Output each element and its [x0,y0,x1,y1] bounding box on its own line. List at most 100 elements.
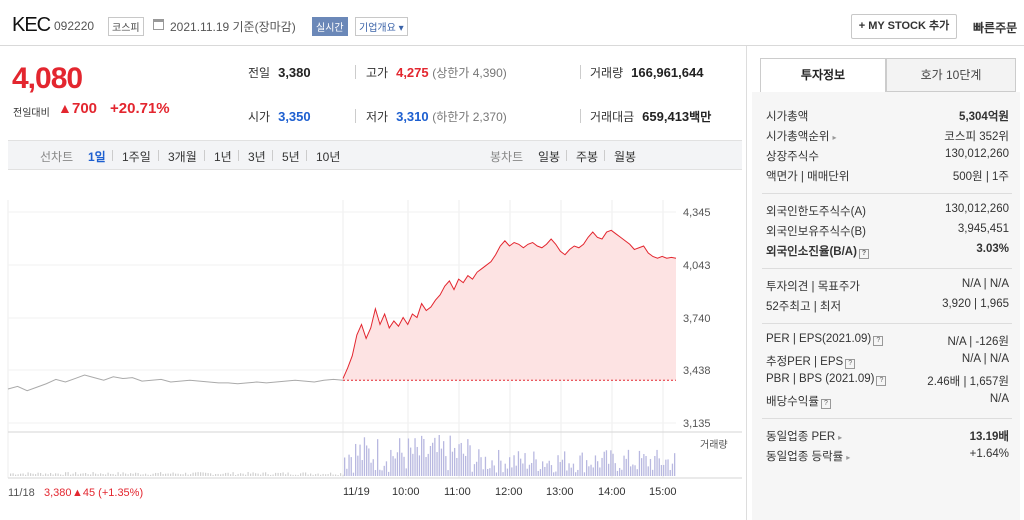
volume-bar [212,474,214,476]
volume-bar [265,472,267,476]
stat-low-label: 저가 [366,110,389,124]
volume-bar [87,474,89,476]
help-icon[interactable]: ? [858,249,869,259]
volume-bar [553,472,555,476]
volume-bar [544,466,546,476]
volume-bar [361,460,363,476]
volume-bar [290,474,292,476]
volume-bar [524,453,526,476]
period-1d-button[interactable]: 1일 [88,150,106,164]
volume-bar [440,448,443,476]
volume-bar [495,472,498,476]
stat-volume-value: 166,961,644 [631,65,704,80]
help-icon[interactable]: ? [873,336,884,346]
volume-bar [85,472,87,476]
volume-bar [649,458,652,476]
period-5y-button[interactable]: 5년 [282,150,300,164]
volume-bar [660,464,663,476]
tab-invest-info[interactable]: 투자정보 [760,58,886,92]
chevron-right-icon: ▸ [832,133,837,142]
volume-bar [60,474,62,476]
volume-bar [482,469,484,476]
price-chart[interactable]: 4,345 4,043 3,740 3,438 3,135 11/19 10:00 11:0… [0,180,746,520]
candle-weekly-button[interactable]: 주봉 [576,150,599,164]
volume-bar [160,472,162,476]
help-icon[interactable]: ? [820,399,831,409]
volume-bar [377,439,379,476]
volume-bar [125,473,127,476]
volume-bar [443,441,445,476]
volume-bar [656,449,658,476]
volume-bar [305,472,307,476]
volume-bar [627,449,630,476]
volume-bar [500,460,502,476]
volume-bar [403,456,405,476]
info-value: 3,945,451 [957,223,1009,235]
volume-bar [280,473,282,476]
volume-bar [80,473,82,476]
volume-bar [285,474,287,476]
volume-bar [42,474,44,476]
help-icon[interactable]: ? [876,376,887,386]
bottom-date: 11/18 [8,487,35,499]
volume-bar [102,474,104,476]
stat-high-label: 고가 [366,66,389,80]
volume-bar [272,474,274,476]
date-text: 2021.11.19 기준(장마감) [170,20,296,34]
period-3y-button[interactable]: 3년 [248,150,266,164]
add-mystock-button[interactable]: + MY STOCK 추가 [851,14,957,39]
info-row-market-cap-rank[interactable]: 시가총액순위 ▸ 코스피 352위 [766,128,1009,146]
volume-bar [335,474,337,476]
volume-bar [366,445,368,476]
x-tick-label: 11:00 [444,486,471,498]
period-3m-button[interactable]: 3개월 [168,150,197,164]
period-divider [566,150,567,161]
info-value: 13.19배 [969,431,1009,443]
volume-bar [568,463,570,476]
stat-open-label: 시가 [248,110,271,124]
info-row-per: PER | EPS(2021.09)? N/A | -126원 [766,333,1009,351]
period-1w-button[interactable]: 1주일 [122,150,151,164]
volume-bar [592,467,594,476]
volume-bar [348,454,350,476]
stat-prev: 전일 3,380 [248,64,311,81]
volume-bar [381,470,383,476]
volume-bar [197,472,199,476]
volume-bar [250,473,252,476]
period-1y-button[interactable]: 1년 [214,150,232,164]
info-row-est-per: 추정PER | EPS? N/A | N/A [766,353,1009,371]
volume-bar [17,474,19,476]
candle-monthly-button[interactable]: 월봉 [614,150,637,164]
candle-daily-button[interactable]: 일봉 [538,150,561,164]
stat-prev-value: 3,380 [278,65,311,80]
volume-bar [262,472,264,476]
volume-bar [652,469,654,476]
info-row-industry-rate[interactable]: 동일업종 등락률 ▸ +1.64% [766,448,1009,466]
period-divider [306,150,307,161]
volume-bar [454,447,456,476]
stat-divider [355,109,356,123]
volume-bar [252,472,254,476]
volume-bar [205,472,207,476]
volume-bar [10,473,12,476]
volume-bar [112,473,114,476]
volume-bar [67,472,69,476]
volume-bar [614,463,616,476]
tab-orderbook[interactable]: 호가 10단계 [886,58,1016,92]
info-row-industry-per[interactable]: 동일업종 PER ▸ 13.19배 [766,428,1009,446]
volume-bar [50,472,52,476]
volume-bar [548,460,550,476]
up-arrow-icon: ▲ [58,100,72,116]
volume-bar [526,468,528,476]
volume-bar [270,474,272,476]
company-overview-dropdown[interactable]: 기업개요 ▾ [355,17,408,36]
realtime-button[interactable]: 실시간 [312,17,348,36]
stat-amount-unit: 백만 [689,110,712,124]
period-10y-button[interactable]: 10년 [316,150,341,164]
volume-bar [222,473,224,476]
volume-bar [566,470,568,476]
info-value: 500원 | 1주 [952,171,1009,183]
volume-bar [469,445,471,476]
help-icon[interactable]: ? [845,359,856,369]
quick-order-link[interactable]: 빠른주문 [973,21,1018,35]
